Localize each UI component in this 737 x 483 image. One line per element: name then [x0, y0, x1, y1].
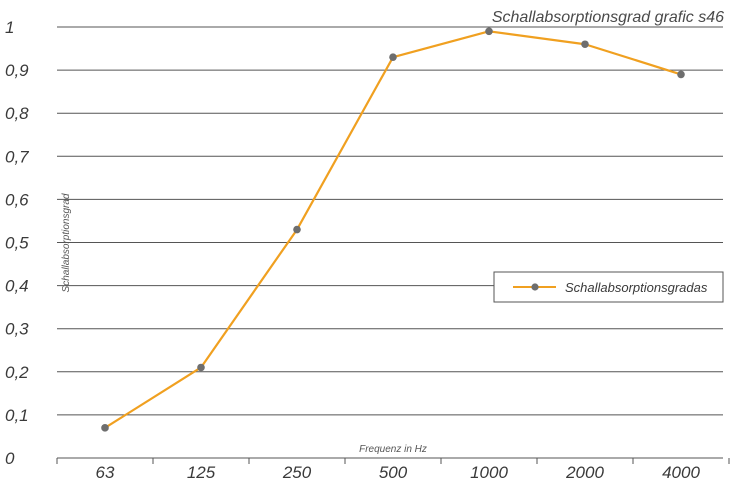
data-point — [677, 70, 685, 79]
y-axis-label: Schallabsorptionsgrad — [61, 193, 72, 292]
y-tick-label: 0,3 — [5, 320, 29, 339]
y-tick-label: 0,7 — [5, 147, 29, 166]
x-tick-label: 250 — [282, 463, 312, 482]
data-point — [101, 424, 109, 432]
y-tick-label: 0 — [5, 449, 15, 468]
data-point — [581, 40, 589, 49]
series-line — [103, 30, 683, 429]
y-tick-label: 1 — [5, 18, 14, 37]
x-axis-label: Frequenz in Hz — [359, 444, 427, 455]
y-tick-label: 0,5 — [5, 234, 29, 253]
data-point — [389, 53, 397, 61]
legend-marker-swatch — [531, 283, 539, 291]
y-tick-labels: 0 0,1 0,2 0,3 0,4 0,5 0,6 0,7 0,8 0,9 1 — [5, 18, 29, 468]
data-point — [485, 27, 493, 36]
y-tick-label: 0,2 — [5, 363, 29, 382]
axes — [56, 457, 730, 464]
x-tick-label: 2000 — [565, 463, 604, 482]
y-tick-label: 0,6 — [5, 190, 29, 209]
legend: Schallabsorptionsgradas — [493, 271, 724, 303]
legend-entry-label: Schallabsorptionsgradas — [565, 280, 708, 295]
data-point — [197, 363, 205, 372]
y-tick-label: 0,4 — [5, 277, 29, 296]
y-tick-label: 0,1 — [5, 406, 29, 425]
chart-title: Schallabsorptionsgrad grafic s46 — [492, 9, 724, 26]
x-tick-label: 500 — [379, 463, 408, 482]
grid-lines — [57, 26, 723, 416]
x-tick-label: 4000 — [662, 463, 700, 482]
data-point — [293, 225, 301, 234]
series — [101, 27, 685, 432]
y-tick-label: 0,9 — [5, 61, 29, 80]
x-tick-label: 63 — [96, 463, 115, 482]
y-tick-label: 0,8 — [5, 104, 29, 123]
x-tick-label: 125 — [187, 463, 216, 482]
x-tick-labels: 63 125 250 500 1000 2000 4000 — [96, 463, 701, 482]
x-tick-label: 1000 — [470, 463, 508, 482]
